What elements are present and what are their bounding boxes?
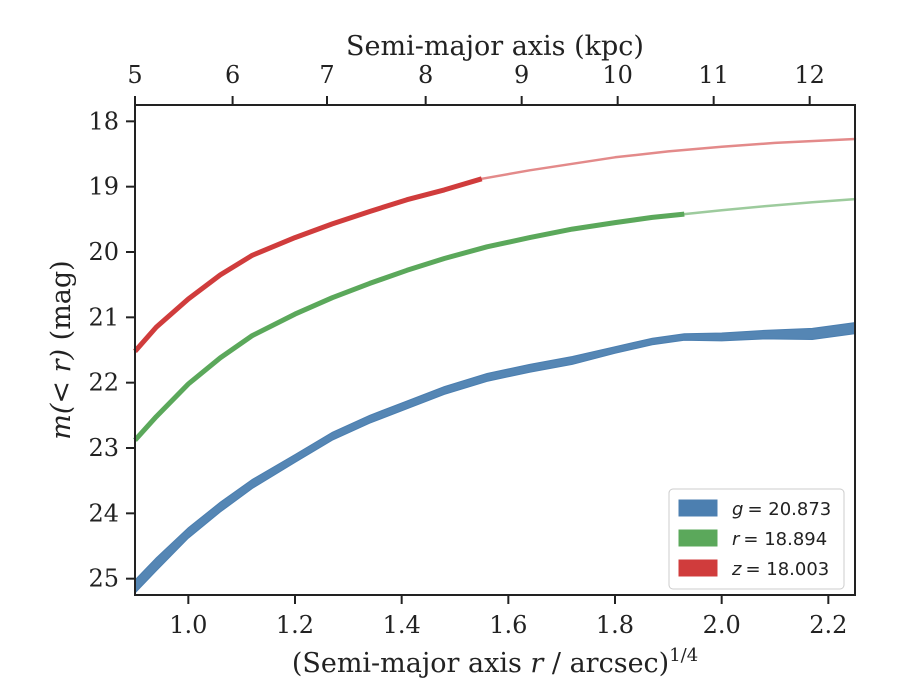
bottom-axis: 1.0 1.2 1.4 1.6 1.8 2.0 2.2 xyxy=(169,595,847,639)
legend-label-z: z = 18.003 xyxy=(731,559,829,580)
series-z-line xyxy=(133,176,483,353)
top-axis-title: Semi-major axis (kpc) xyxy=(346,31,644,62)
plot-content xyxy=(133,137,857,595)
series-r-line xyxy=(133,211,685,442)
y-axis-title: m(< r) (mag) xyxy=(46,260,77,439)
top-axis: 5 6 7 8 9 10 11 12 xyxy=(127,61,825,105)
x-tick-label: 1.6 xyxy=(489,611,527,639)
y-tick-label: 20 xyxy=(88,238,119,266)
y-tick-label: 25 xyxy=(88,565,119,593)
series-r-extension-line xyxy=(683,197,857,216)
top-tick-label: 9 xyxy=(514,61,529,89)
x-tick-label: 1.8 xyxy=(596,611,634,639)
left-axis: 18 19 20 21 22 23 24 25 xyxy=(88,107,135,593)
top-tick-label: 12 xyxy=(794,61,825,89)
legend-swatch-z xyxy=(678,559,718,577)
y-tick-label: 23 xyxy=(88,434,119,462)
y-tick-label: 22 xyxy=(88,369,119,397)
y-tick-label: 21 xyxy=(88,303,119,331)
top-tick-label: 5 xyxy=(127,61,142,89)
y-tick-label: 19 xyxy=(88,173,119,201)
legend-label-r: r = 18.894 xyxy=(732,529,827,550)
x-tick-label: 1.0 xyxy=(169,611,207,639)
top-tick-label: 7 xyxy=(319,61,334,89)
top-tick-label: 10 xyxy=(602,61,633,89)
x-tick-label: 1.4 xyxy=(383,611,421,639)
top-tick-label: 8 xyxy=(418,61,433,89)
top-tick-label: 6 xyxy=(225,61,240,89)
y-tick-label: 24 xyxy=(88,499,119,527)
plot-frame xyxy=(134,104,856,596)
x-tick-label: 1.2 xyxy=(276,611,314,639)
y-tick-label: 18 xyxy=(88,107,119,135)
top-tick-label: 11 xyxy=(698,61,729,89)
series-z-extension-line xyxy=(480,137,857,181)
x-tick-label: 2.2 xyxy=(809,611,847,639)
legend-swatch-g xyxy=(678,499,718,517)
legend: g = 20.873 r = 18.894 z = 18.003 xyxy=(668,488,845,590)
x-tick-label: 2.0 xyxy=(703,611,741,639)
legend-swatch-r xyxy=(678,529,718,547)
legend-label-g: g = 20.873 xyxy=(732,499,831,520)
x-axis-title: (Semi-major axis r / arcsec)1/4 xyxy=(292,645,698,679)
